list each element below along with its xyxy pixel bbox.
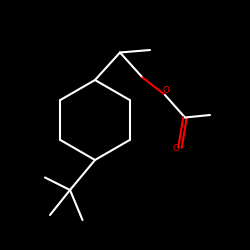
Text: O: O — [173, 144, 180, 153]
Text: O: O — [163, 86, 170, 95]
